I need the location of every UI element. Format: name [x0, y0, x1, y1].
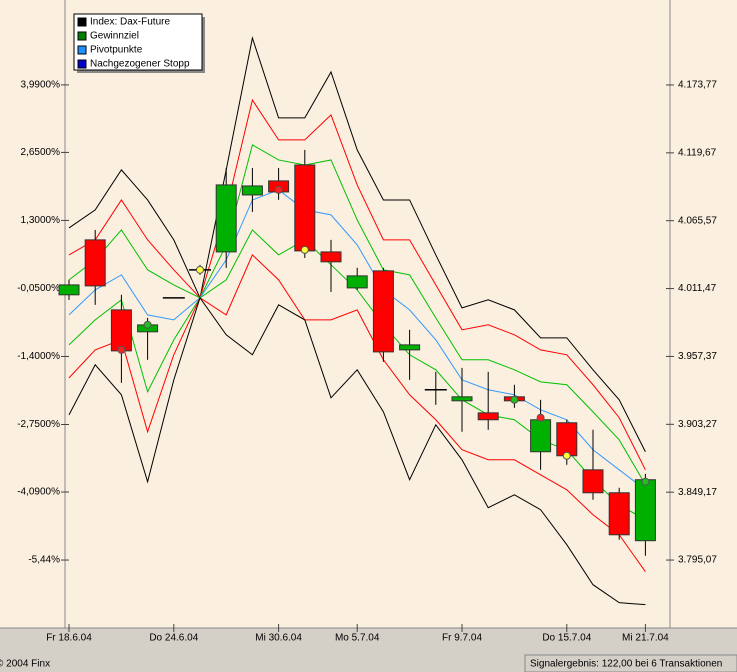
signal [510, 395, 519, 404]
signal [143, 320, 152, 329]
signal [274, 185, 283, 194]
y2-tick-label: 2,6500% [21, 147, 61, 158]
signal [536, 413, 545, 422]
legend-label: Gewinnziel [90, 31, 139, 42]
result-box [524, 654, 737, 672]
band-line [68, 36, 646, 452]
candle-body [608, 492, 630, 536]
candle-body [84, 239, 106, 287]
band-line [68, 189, 646, 491]
x-tick-label: Fr 9.7.04 [442, 633, 482, 644]
band-line [68, 254, 646, 572]
y-tick-label: 4.011,47 [678, 283, 717, 294]
legend: Index: Dax-Future Gewinnziel Pivotpunkte Na… [73, 13, 205, 73]
copyright: © 2004 Finx [0, 659, 50, 670]
band-line [68, 144, 646, 485]
y-tick-label: 3.957,37 [678, 351, 717, 362]
legend-swatch [77, 31, 87, 41]
y-tick-label: 3.903,27 [678, 419, 717, 430]
candle-body [110, 309, 132, 352]
candle-body [634, 479, 656, 542]
legend-box [73, 13, 203, 71]
candle-body [294, 164, 316, 252]
y-tick-label: 4.065,57 [678, 215, 717, 226]
x-tick-label: Do 24.6.04 [149, 633, 198, 644]
y2-tick-label: -2,7500% [17, 419, 60, 430]
y2-tick-label: 3,9900% [21, 80, 61, 91]
candle-body [530, 419, 552, 453]
y-tick-label: 3.849,17 [678, 487, 717, 498]
y2-tick-label: -1,4000% [17, 351, 60, 362]
result: Signalergebnis: 122,00 bei 6 Transaktion… [530, 659, 722, 670]
candle-body [372, 270, 394, 353]
candle-body [241, 185, 263, 196]
candle-body [320, 251, 342, 263]
candle-body [346, 275, 368, 289]
candle-body [477, 412, 499, 421]
y2-tick-label: -5,44% [28, 555, 60, 566]
y2-tick-label: -4,0900% [17, 487, 60, 498]
x-tick-label: Do 15.7.04 [542, 633, 591, 644]
x-tick-label: Fr 18.6.04 [46, 633, 92, 644]
y-tick-label: 3.795,07 [678, 555, 717, 566]
legend-swatch [77, 59, 87, 69]
x-tick-label: Mi 30.6.04 [255, 633, 302, 644]
candle-body [58, 284, 80, 296]
candle-body [215, 184, 237, 253]
signal [562, 451, 571, 460]
legend-swatch [77, 45, 87, 55]
y2-tick-label: -0,0500% [17, 283, 60, 294]
y-tick-label: 4.119,67 [678, 147, 717, 158]
y-tick-label: 4.173,77 [678, 80, 717, 91]
x-tick-label: Mi 21.7.04 [622, 633, 669, 644]
signal [117, 345, 126, 354]
signal [300, 245, 309, 254]
signal [641, 477, 650, 486]
band-line [68, 98, 646, 471]
legend-label: Index: Dax-Future [90, 17, 170, 28]
signal [196, 265, 204, 274]
x-tick-label: Mo 5.7.04 [335, 633, 380, 644]
legend-label: Pivotpunkte [90, 45, 143, 56]
candle-body [582, 469, 604, 494]
candle-body [556, 422, 578, 457]
legend-label: Nachgezogener Stopp [90, 59, 190, 70]
candle-body [399, 344, 421, 351]
y2-tick-label: 1,3000% [21, 215, 61, 226]
candle-body [451, 396, 473, 402]
band-line [68, 296, 646, 606]
legend-swatch [77, 17, 87, 27]
